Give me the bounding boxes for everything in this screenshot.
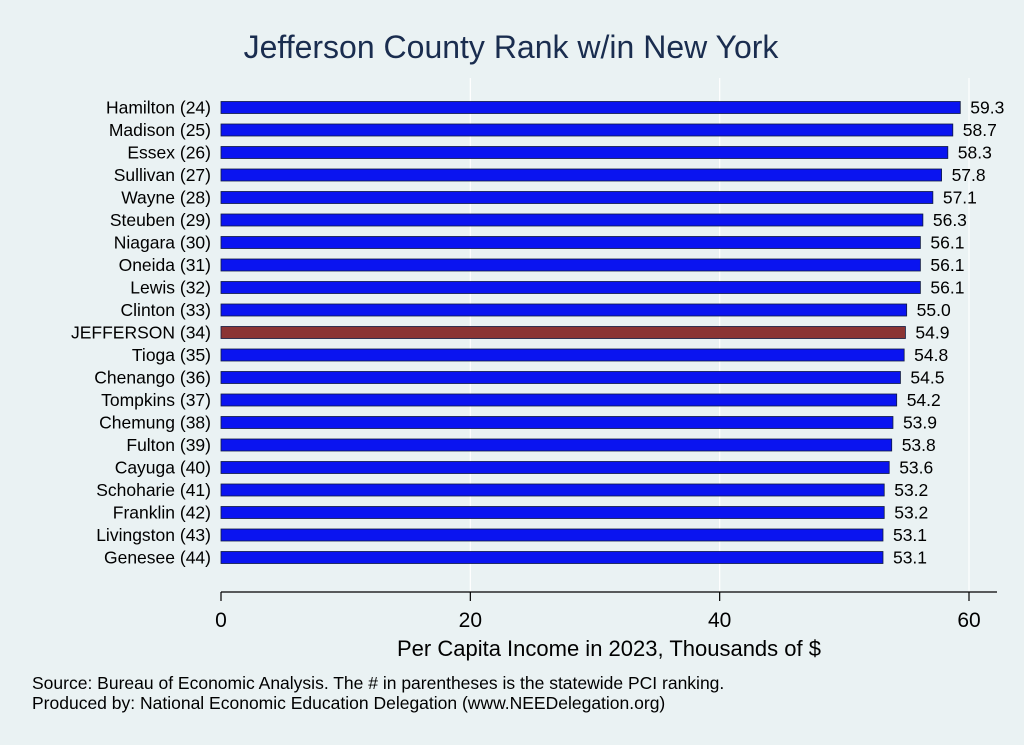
bar-7 (220, 258, 921, 272)
value-label-14: 53.9 (903, 413, 937, 433)
value-label-6: 56.1 (930, 233, 964, 253)
value-label-5: 56.3 (933, 210, 967, 230)
value-label-16: 53.6 (899, 458, 933, 478)
value-label-19: 53.1 (893, 525, 927, 545)
value-label-13: 54.2 (907, 390, 941, 410)
bar-8 (220, 281, 921, 294)
category-label-1: Madison (25) (109, 120, 211, 140)
value-label-12: 54.5 (910, 368, 944, 388)
x-axis-ticks: 0 20 40 60 (215, 592, 981, 632)
category-label-13: Tompkins (37) (101, 390, 211, 410)
bar-13 (220, 393, 898, 407)
category-label-18: Franklin (42) (113, 503, 211, 523)
bar-12 (220, 371, 901, 384)
value-label-20: 53.1 (893, 548, 927, 568)
category-label-2: Essex (26) (127, 143, 211, 163)
bar-0 (220, 101, 961, 114)
bar-20 (220, 551, 884, 564)
bar-18 (220, 506, 885, 519)
category-label-17: Schoharie (41) (96, 480, 211, 500)
bar-16 (220, 461, 890, 474)
value-labels: 59.358.758.357.857.156.356.156.156.155.0… (893, 98, 1004, 568)
category-label-5: Steuben (29) (110, 210, 211, 230)
x-axis-title: Per Capita Income in 2023, Thousands of … (397, 636, 821, 661)
category-label-14: Chemung (38) (99, 413, 211, 433)
category-label-0: Hamilton (24) (106, 98, 211, 118)
bar-3 (220, 168, 942, 182)
bar-11 (220, 348, 905, 362)
value-label-1: 58.7 (963, 120, 997, 140)
value-label-8: 56.1 (930, 278, 964, 298)
category-label-16: Cayuga (40) (115, 458, 211, 478)
category-label-3: Sullivan (27) (114, 165, 211, 185)
value-label-17: 53.2 (894, 480, 928, 500)
bar-19 (220, 528, 884, 542)
chart-title: Jefferson County Rank w/in New York (244, 29, 780, 65)
bar-14 (220, 416, 894, 429)
category-label-7: Oneida (31) (119, 255, 211, 275)
bar-9 (220, 303, 908, 317)
category-label-4: Wayne (28) (121, 188, 211, 208)
value-label-11: 54.8 (914, 345, 948, 365)
category-labels: Hamilton (24)Madison (25) Essex (26)Sulli… (71, 98, 211, 568)
category-label-9: Clinton (33) (121, 300, 211, 320)
value-label-7: 56.1 (930, 255, 964, 275)
category-label-8: Lewis (32) (130, 278, 211, 298)
value-label-3: 57.8 (952, 165, 986, 185)
x-tick-label-0: 0 (215, 609, 227, 632)
value-label-15: 53.8 (902, 435, 936, 455)
source-note: Source: Bureau of Economic Analysis. The… (32, 673, 724, 693)
category-label-6: Niagara (30) (114, 233, 211, 253)
value-label-0: 59.3 (970, 98, 1004, 118)
x-tick-label-20: 20 (459, 609, 482, 632)
bar-1 (220, 123, 954, 137)
x-tick-label-40: 40 (708, 609, 731, 632)
value-label-9: 55.0 (917, 300, 951, 320)
category-label-11: Tioga (35) (132, 345, 211, 365)
bar-17 (220, 483, 885, 497)
bar-4 (220, 191, 934, 204)
category-label-15: Fulton (39) (126, 435, 211, 455)
value-label-18: 53.2 (894, 503, 928, 523)
producer-note: Produced by: National Economic Education… (32, 693, 665, 713)
value-label-2: 58.3 (958, 143, 992, 163)
x-tick-label-60: 60 (957, 609, 980, 632)
bars (220, 101, 961, 564)
bar-6 (220, 236, 921, 249)
category-label-20: Genesee (44) (104, 548, 211, 568)
category-label-19: Livingston (43) (96, 525, 211, 545)
bar-2 (220, 146, 949, 159)
value-label-10: 54.9 (915, 323, 949, 343)
category-label-10: JEFFERSON (34) (71, 323, 211, 343)
bar-15 (220, 438, 893, 452)
value-label-4: 57.1 (943, 188, 977, 208)
bar-10 (220, 326, 906, 339)
category-label-12: Chenango (36) (94, 368, 211, 388)
bar-5 (220, 213, 924, 227)
